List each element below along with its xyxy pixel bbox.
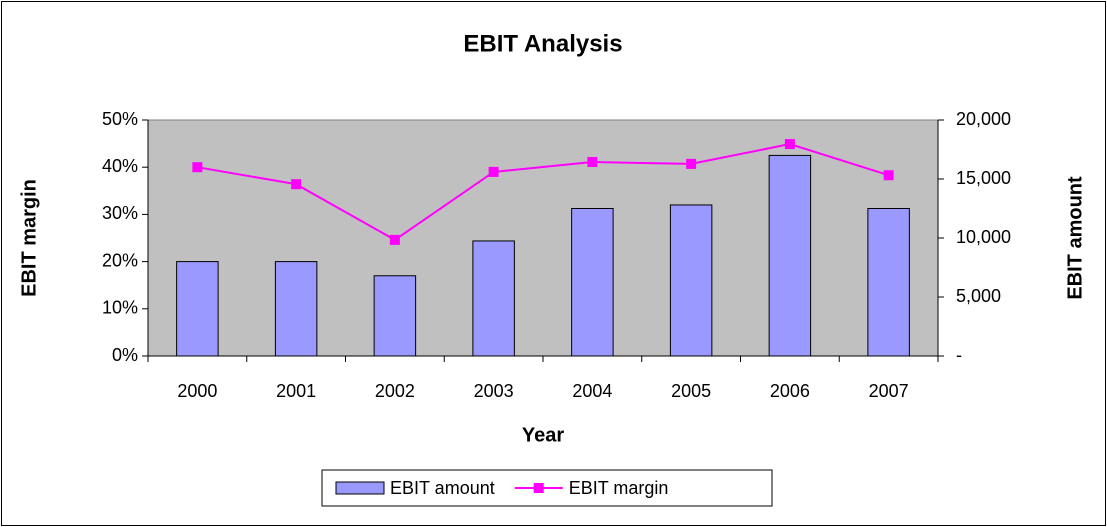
y2-tick-label: 20,000 <box>956 109 1011 129</box>
legend-label: EBIT margin <box>569 478 669 498</box>
y2-tick-label: - <box>956 345 962 365</box>
legend-marker <box>533 483 544 493</box>
x-tick-label: 2006 <box>770 381 810 401</box>
x-tick-label: 2000 <box>177 381 217 401</box>
marker <box>488 166 499 177</box>
y2-tick-label: 5,000 <box>956 286 1001 306</box>
y-tick-label: 30% <box>102 203 138 223</box>
bar <box>571 208 614 357</box>
legend-swatch <box>335 481 385 495</box>
y2-axis-label: EBIT amount <box>1064 176 1086 300</box>
x-tick-label: 2007 <box>869 381 909 401</box>
bar <box>274 261 318 357</box>
y-tick-label: 10% <box>102 298 138 318</box>
marker <box>883 170 894 181</box>
y-axis-label: EBIT margin <box>18 179 40 297</box>
bar <box>768 154 812 357</box>
marker <box>291 179 302 190</box>
marker <box>784 139 795 150</box>
bar <box>669 204 713 357</box>
x-tick-label: 2003 <box>474 381 514 401</box>
bar <box>176 261 219 357</box>
x-tick-label: 2002 <box>375 381 415 401</box>
marker <box>389 234 400 245</box>
x-tick-label: 2005 <box>671 381 711 401</box>
x-tick-label: 2001 <box>276 381 316 401</box>
marker <box>192 162 203 173</box>
bar <box>472 240 515 357</box>
marker <box>686 158 697 169</box>
line <box>197 143 889 242</box>
x-axis-label: Year <box>522 424 564 446</box>
y-tick-label: 40% <box>102 156 138 176</box>
legend-label: EBIT amount <box>390 478 495 498</box>
y2-tick-label: 15,000 <box>956 168 1011 188</box>
marker <box>587 157 598 168</box>
bar <box>373 275 417 357</box>
y-tick-label: 0% <box>112 345 138 365</box>
y-tick-label: 20% <box>102 250 138 270</box>
chart-title: EBIT Analysis <box>463 30 622 57</box>
y-tick-label: 50% <box>102 109 138 129</box>
x-tick-label: 2004 <box>572 381 612 401</box>
bar <box>867 208 910 357</box>
plot-area <box>147 119 939 357</box>
y2-tick-label: 10,000 <box>956 227 1011 247</box>
